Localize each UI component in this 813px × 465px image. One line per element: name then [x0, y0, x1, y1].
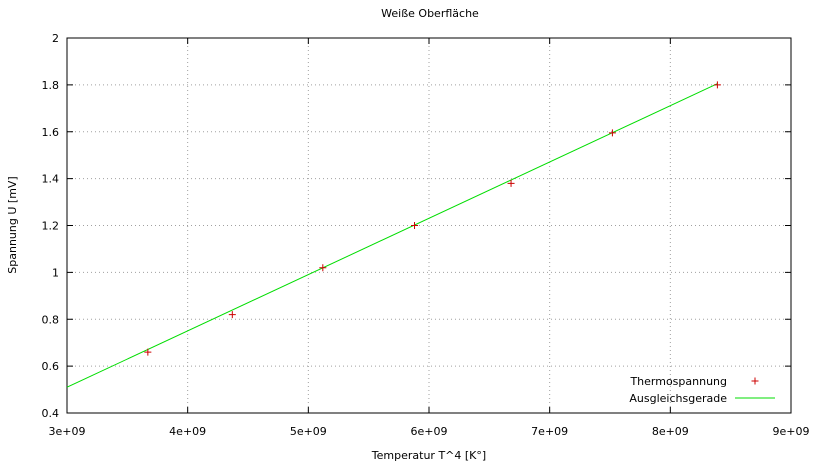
x-tick-label: 7e+09 — [531, 425, 568, 438]
data-point — [144, 348, 152, 356]
legend-label: Ausgleichsgerade — [629, 392, 727, 405]
x-axis: 3e+09 4e+09 5e+09 6e+09 7e+09 8e+09 9e+09 — [49, 38, 810, 438]
data-point — [713, 81, 721, 89]
data-point — [319, 264, 327, 272]
y-tick-label: 1.8 — [42, 79, 60, 92]
data-point — [411, 222, 419, 229]
data-point — [507, 179, 515, 187]
x-tick-label: 3e+09 — [49, 425, 86, 438]
legend: Thermospannung Ausgleichsgerade — [629, 375, 775, 405]
y-tick-label: 1 — [52, 266, 59, 279]
y-tick-label: 1.4 — [42, 173, 60, 186]
y-tick-label: 0.4 — [42, 407, 60, 420]
y-tick-label: 2 — [52, 32, 59, 45]
x-axis-label: Temperatur T^4 [K°] — [371, 449, 486, 462]
legend-marker — [751, 377, 759, 385]
series-layer — [66, 81, 721, 388]
y-tick-label: 0.6 — [42, 360, 60, 373]
x-tick-label: 8e+09 — [652, 425, 689, 438]
series-line-ausgleichsgerade — [66, 83, 718, 388]
y-tick-label: 0.8 — [42, 313, 60, 326]
x-tick-label: 6e+09 — [411, 425, 448, 438]
y-axis: 0.4 0.6 0.8 1 1.2 1.4 1.6 1.8 2 — [42, 32, 791, 420]
x-tick-label: 5e+09 — [290, 425, 327, 438]
x-tick-label: 9e+09 — [773, 425, 810, 438]
grid — [67, 38, 791, 413]
y-axis-label: Spannung U [mV] — [6, 176, 19, 273]
chart-title: Weiße Oberfläche — [381, 7, 479, 20]
data-point — [228, 311, 236, 319]
y-tick-label: 1.6 — [42, 126, 60, 139]
x-tick-label: 4e+09 — [169, 425, 206, 438]
legend-label: Thermospannung — [629, 375, 727, 388]
data-point — [608, 129, 616, 137]
y-tick-label: 1.2 — [42, 220, 60, 233]
